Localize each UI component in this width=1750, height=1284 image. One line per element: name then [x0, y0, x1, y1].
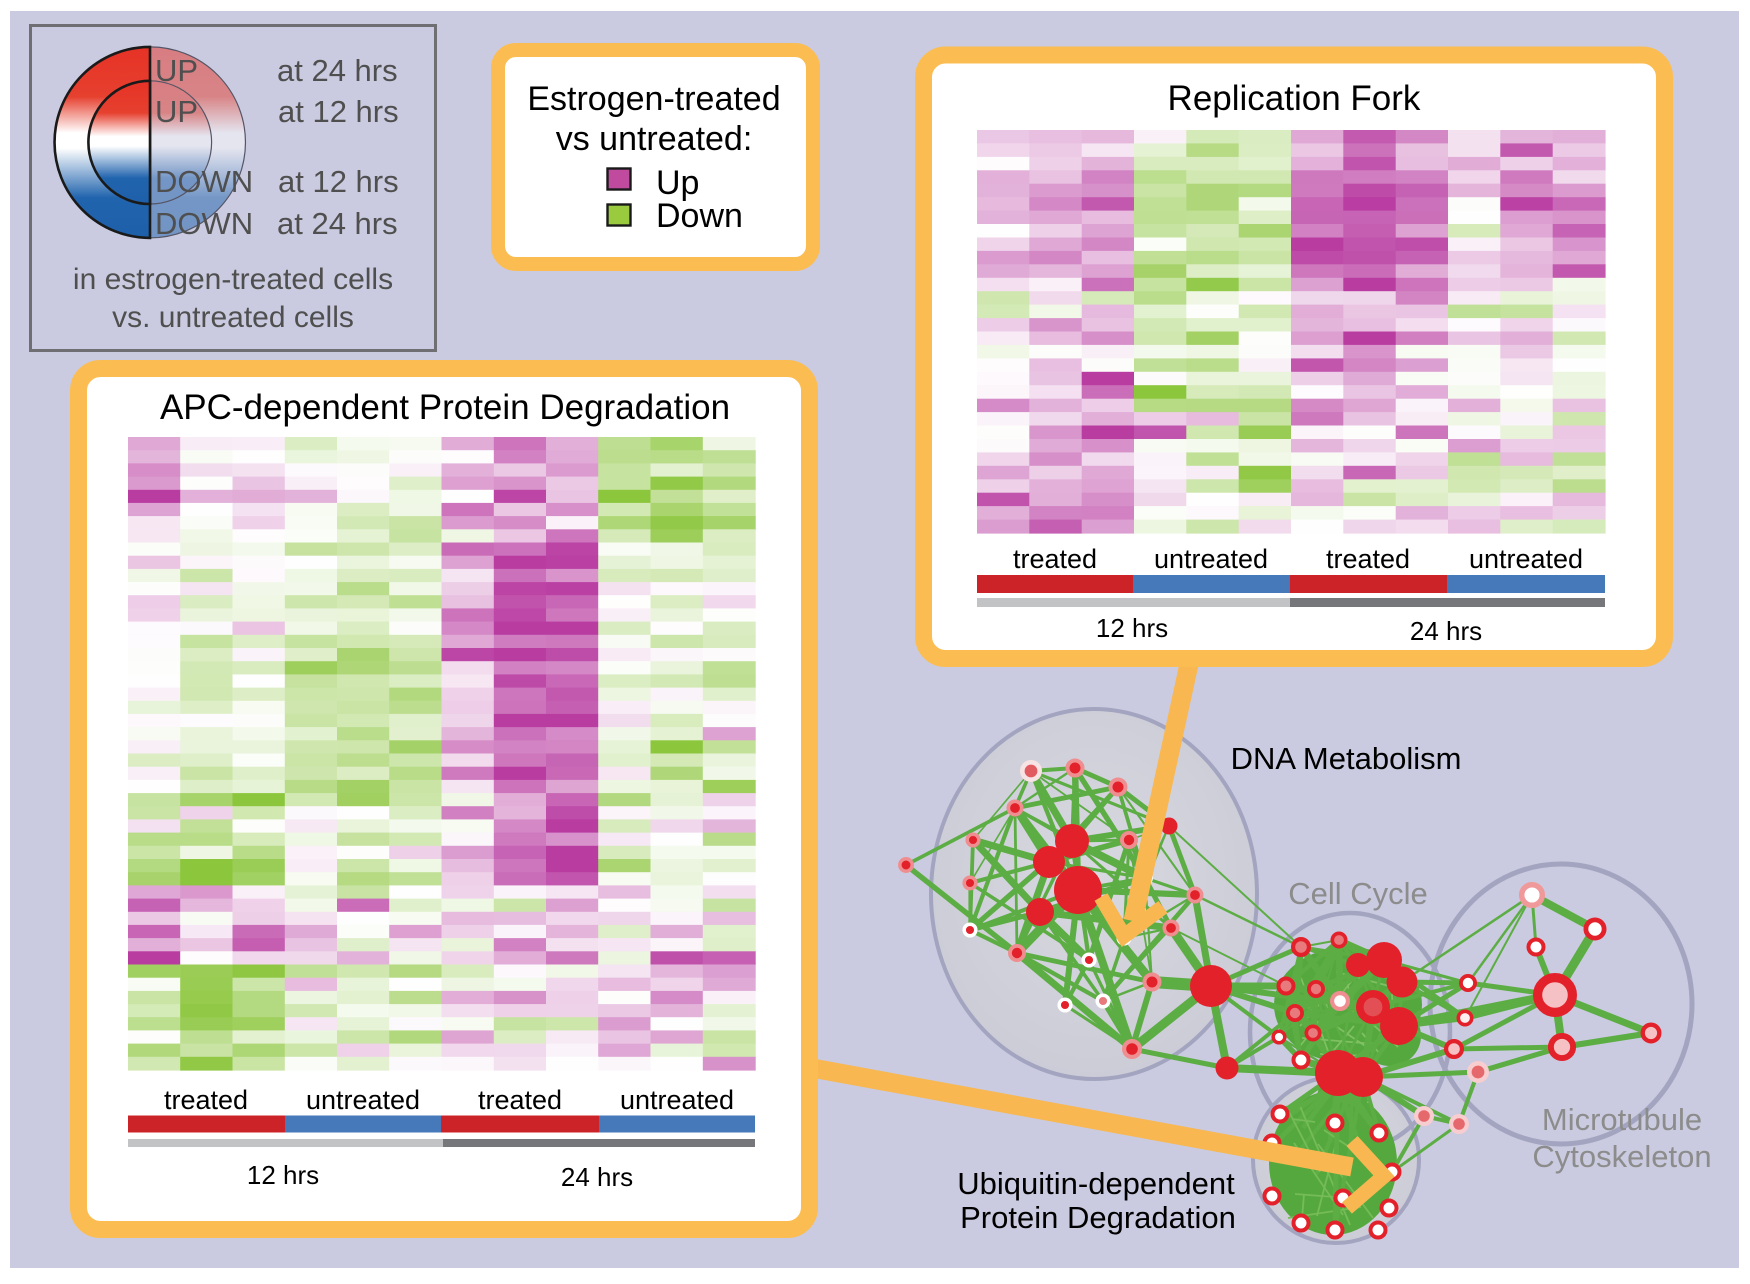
svg-text:Protein Degradation: Protein Degradation [960, 1200, 1236, 1235]
svg-text:untreated: untreated [1154, 544, 1268, 574]
svg-text:Cytoskeleton: Cytoskeleton [1532, 1139, 1711, 1174]
svg-text:untreated: untreated [1469, 544, 1583, 574]
svg-text:Up: Up [656, 164, 699, 202]
svg-text:at 24 hrs: at 24 hrs [277, 206, 398, 241]
svg-text:12 hrs: 12 hrs [1096, 613, 1168, 643]
svg-text:UP: UP [155, 53, 198, 88]
svg-text:vs. untreated cells: vs. untreated cells [112, 301, 354, 334]
svg-text:24 hrs: 24 hrs [1410, 616, 1482, 646]
svg-text:at 24 hrs: at 24 hrs [277, 53, 398, 88]
svg-text:treated: treated [1326, 544, 1410, 574]
svg-text:at 12 hrs: at 12 hrs [278, 94, 399, 129]
svg-text:vs untreated:: vs untreated: [556, 120, 753, 158]
svg-text:untreated: untreated [620, 1085, 734, 1115]
svg-text:12 hrs: 12 hrs [247, 1160, 319, 1190]
svg-text:Estrogen-treated: Estrogen-treated [527, 80, 780, 118]
svg-text:UP: UP [155, 94, 198, 129]
svg-text:APC-dependent Protein Degradat: APC-dependent Protein Degradation [160, 388, 730, 427]
svg-text:24 hrs: 24 hrs [561, 1162, 633, 1192]
svg-text:treated: treated [478, 1085, 562, 1115]
svg-text:DNA Metabolism: DNA Metabolism [1231, 741, 1462, 776]
svg-text:in estrogen-treated cells: in estrogen-treated cells [73, 263, 393, 296]
svg-text:Ubiquitin-dependent: Ubiquitin-dependent [957, 1166, 1235, 1201]
svg-text:treated: treated [1013, 544, 1097, 574]
svg-text:Microtubule: Microtubule [1542, 1102, 1702, 1137]
svg-text:untreated: untreated [306, 1085, 420, 1115]
svg-text:DOWN: DOWN [155, 164, 253, 199]
svg-text:Replication Fork: Replication Fork [1168, 79, 1421, 118]
svg-text:Down: Down [656, 197, 743, 235]
svg-text:Cell Cycle: Cell Cycle [1288, 876, 1428, 911]
svg-text:at 12 hrs: at 12 hrs [278, 164, 399, 199]
svg-text:treated: treated [164, 1085, 248, 1115]
svg-text:DOWN: DOWN [155, 206, 253, 241]
